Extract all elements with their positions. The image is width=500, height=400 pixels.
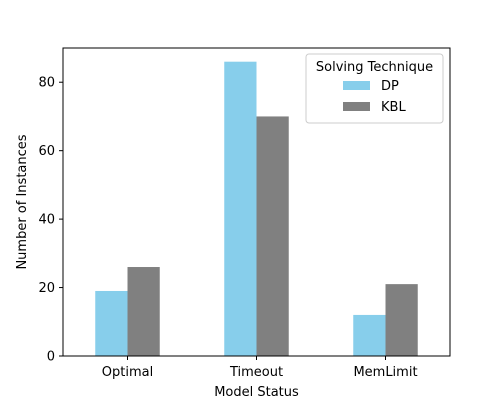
legend-label-dp: DP: [381, 79, 399, 94]
legend-swatch-dp: [343, 81, 370, 90]
y-axis: 0 20 40 60 80: [38, 76, 63, 365]
legend: Solving Technique DP KBL: [305, 53, 444, 124]
y-tick-label: 80: [38, 76, 55, 91]
plot-frame: [62, 47, 451, 357]
bar-kbl-memlimit: [385, 284, 418, 356]
y-tick-label: 40: [38, 213, 55, 228]
x-axis: Optimal Timeout MemLimit: [102, 356, 418, 380]
legend-swatch-kbl: [343, 102, 370, 111]
legend-label-kbl: KBL: [381, 100, 406, 115]
y-tick-label: 0: [47, 350, 55, 365]
bar-kbl-timeout: [256, 116, 289, 356]
bars-group: [95, 61, 418, 356]
y-tick-label: 20: [38, 281, 55, 296]
x-axis-label: Model Status: [214, 385, 299, 400]
legend-entries: DP KBL: [343, 79, 406, 115]
bar-kbl-optimal: [127, 267, 160, 356]
x-tick-label: Timeout: [229, 365, 283, 380]
legend-title: Solving Technique: [316, 60, 433, 75]
y-axis-label: Number of Instances: [15, 134, 30, 269]
bar-dp-optimal: [95, 290, 128, 356]
bar-dp-timeout: [224, 61, 257, 356]
x-tick-label: Optimal: [102, 365, 153, 380]
y-tick-label: 60: [38, 144, 55, 159]
legend-box: [305, 53, 444, 124]
bar-dp-memlimit: [353, 314, 386, 356]
x-tick-label: MemLimit: [353, 365, 417, 380]
